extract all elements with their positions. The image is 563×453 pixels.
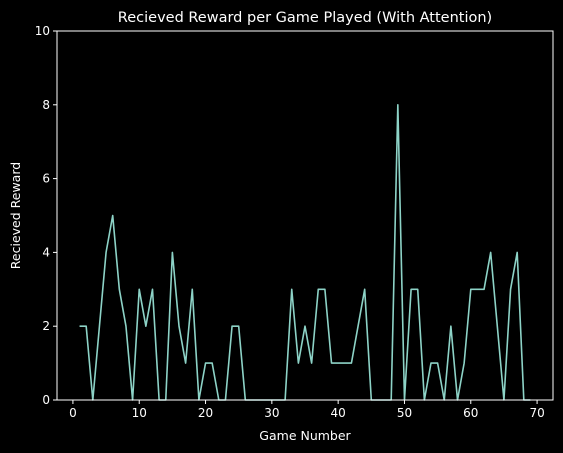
axes-frame bbox=[56, 30, 554, 401]
y-tick-label: 4 bbox=[42, 245, 50, 259]
y-tick-label: 6 bbox=[42, 172, 50, 186]
series-line bbox=[79, 104, 531, 401]
y-tick-label: 0 bbox=[42, 393, 50, 407]
y-tick-label: 8 bbox=[42, 98, 50, 112]
x-tick-label: 60 bbox=[463, 406, 478, 420]
x-tick-label: 30 bbox=[264, 406, 279, 420]
x-tick-label: 70 bbox=[529, 406, 544, 420]
y-axis: 0 2 4 6 8 10 bbox=[35, 24, 57, 407]
x-axis: 0 10 20 30 40 50 60 70 bbox=[69, 400, 545, 420]
plot-area bbox=[79, 104, 531, 401]
x-tick-label: 10 bbox=[132, 406, 147, 420]
chart-title: Recieved Reward per Game Played (With At… bbox=[118, 10, 492, 26]
x-tick-label: 40 bbox=[331, 406, 346, 420]
x-tick-label: 20 bbox=[198, 406, 213, 420]
x-tick-label: 50 bbox=[397, 406, 412, 420]
x-tick-label: 0 bbox=[69, 406, 77, 420]
y-tick-label: 10 bbox=[35, 24, 50, 38]
x-axis-label: Game Number bbox=[259, 428, 351, 443]
y-tick-label: 2 bbox=[42, 319, 50, 333]
y-axis-label: Recieved Reward bbox=[8, 162, 23, 269]
